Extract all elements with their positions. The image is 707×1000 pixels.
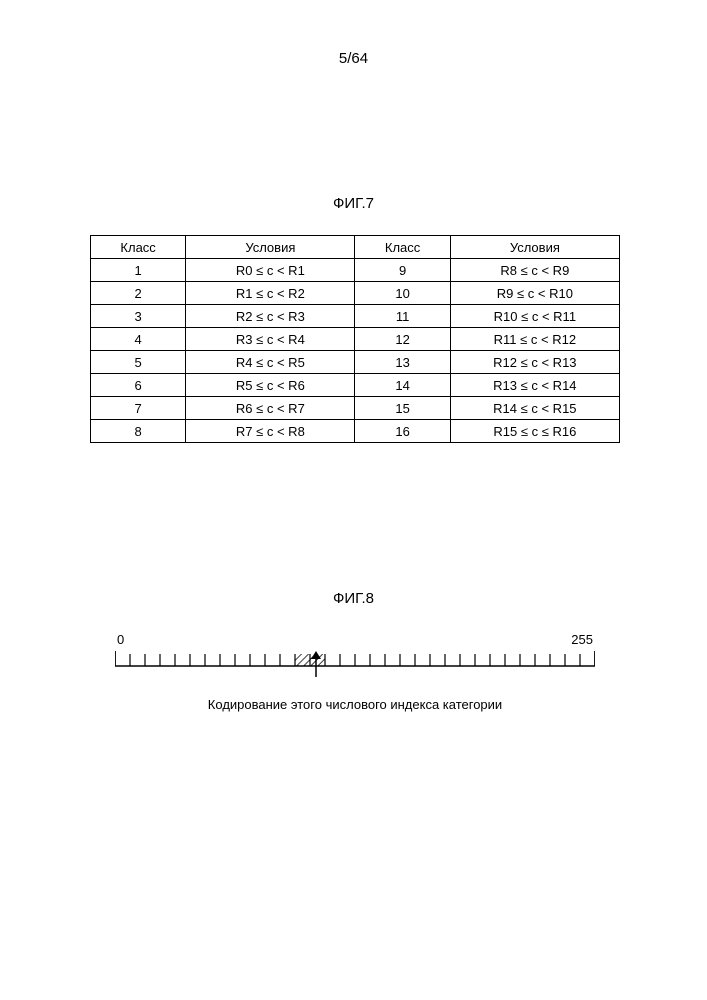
cell-condition: R14 ≤ c < R15: [450, 397, 619, 420]
cell-condition: R5 ≤ c < R6: [186, 374, 355, 397]
cell-class: 5: [91, 351, 186, 374]
table-row: 5R4 ≤ c < R513R12 ≤ c < R13: [91, 351, 620, 374]
fig8-label: ФИГ.8: [0, 590, 707, 607]
cell-condition: R0 ≤ c < R1: [186, 259, 355, 282]
cell-condition: R10 ≤ c < R11: [450, 305, 619, 328]
cell-class: 9: [355, 259, 450, 282]
cell-class: 4: [91, 328, 186, 351]
cell-condition: R6 ≤ c < R7: [186, 397, 355, 420]
cell-class: 1: [91, 259, 186, 282]
table-header-row: Класс Условия Класс Условия: [91, 236, 620, 259]
cell-class: 3: [91, 305, 186, 328]
cell-condition: R3 ≤ c < R4: [186, 328, 355, 351]
fig8-caption: Кодирование этого числового индекса кате…: [115, 697, 595, 712]
table-row: 7R6 ≤ c < R715R14 ≤ c < R15: [91, 397, 620, 420]
cell-class: 13: [355, 351, 450, 374]
cell-condition: R8 ≤ c < R9: [450, 259, 619, 282]
cell-condition: R11 ≤ c < R12: [450, 328, 619, 351]
cell-condition: R15 ≤ c ≤ R16: [450, 420, 619, 443]
cell-condition: R1 ≤ c < R2: [186, 282, 355, 305]
header-class-2: Класс: [355, 236, 450, 259]
fig7-table: Класс Условия Класс Условия 1R0 ≤ c < R1…: [90, 235, 620, 443]
header-cond-2: Условия: [450, 236, 619, 259]
cell-condition: R9 ≤ c < R10: [450, 282, 619, 305]
cell-condition: R13 ≤ c < R14: [450, 374, 619, 397]
cell-class: 11: [355, 305, 450, 328]
fig7-label: ФИГ.7: [0, 195, 707, 212]
cell-class: 16: [355, 420, 450, 443]
fig7-table-wrap: Класс Условия Класс Условия 1R0 ≤ c < R1…: [90, 235, 620, 443]
scale-max: 255: [571, 632, 593, 647]
cell-class: 6: [91, 374, 186, 397]
arrow-icon: [306, 651, 326, 679]
cell-class: 10: [355, 282, 450, 305]
cell-class: 12: [355, 328, 450, 351]
table-row: 1R0 ≤ c < R19R8 ≤ c < R9: [91, 259, 620, 282]
header-class-1: Класс: [91, 236, 186, 259]
cell-class: 7: [91, 397, 186, 420]
header-cond-1: Условия: [186, 236, 355, 259]
cell-condition: R12 ≤ c < R13: [450, 351, 619, 374]
scale-min: 0: [117, 632, 124, 647]
cell-condition: R7 ≤ c < R8: [186, 420, 355, 443]
cell-class: 15: [355, 397, 450, 420]
table-row: 2R1 ≤ c < R210R9 ≤ c < R10: [91, 282, 620, 305]
cell-class: 8: [91, 420, 186, 443]
fig8-scale-wrap: 0 255 Кодирование этого числового индекс…: [115, 632, 595, 712]
table-row: 3R2 ≤ c < R311R10 ≤ c < R11: [91, 305, 620, 328]
table-row: 4R3 ≤ c < R412R11 ≤ c < R12: [91, 328, 620, 351]
cell-class: 2: [91, 282, 186, 305]
cell-condition: R2 ≤ c < R3: [186, 305, 355, 328]
table-row: 8R7 ≤ c < R816R15 ≤ c ≤ R16: [91, 420, 620, 443]
ruler-svg: [115, 649, 595, 669]
page-number: 5/64: [0, 50, 707, 67]
table-row: 6R5 ≤ c < R614R13 ≤ c < R14: [91, 374, 620, 397]
cell-condition: R4 ≤ c < R5: [186, 351, 355, 374]
cell-class: 14: [355, 374, 450, 397]
